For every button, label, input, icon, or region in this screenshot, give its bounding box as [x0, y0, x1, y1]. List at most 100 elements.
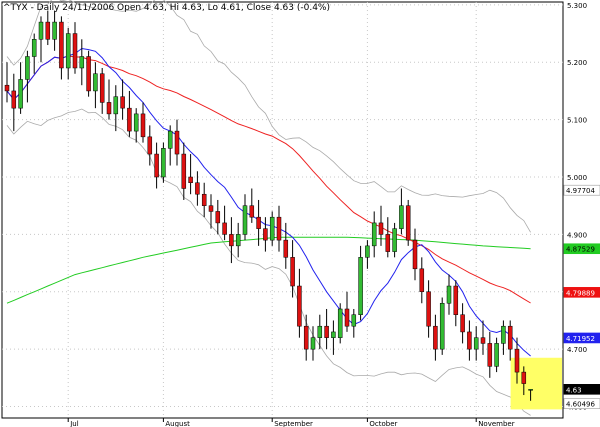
price-badge-label: 4.97704 [566, 187, 595, 195]
candle-body [399, 205, 404, 229]
candle-body [167, 130, 173, 149]
y-tick-label: 4.700 [567, 346, 587, 354]
candle-body [208, 205, 214, 212]
candle-body [113, 96, 119, 115]
y-tick-label: 4.900 [567, 231, 587, 239]
candle-body [161, 148, 166, 178]
candle-body [140, 113, 146, 138]
candle-body [188, 176, 193, 183]
candle-body [433, 325, 438, 350]
candle-body [38, 21, 44, 40]
price-badge [563, 398, 600, 409]
price-badge-label: 4.79889 [566, 289, 595, 297]
candle-body [412, 239, 418, 270]
candle-body [256, 216, 261, 229]
candle-body [235, 234, 241, 247]
month-label: August [165, 420, 190, 427]
moving-averages [6, 47, 531, 357]
candle-body [467, 331, 472, 350]
candle-body [290, 257, 295, 287]
candle-body [528, 389, 533, 391]
candle-body [147, 136, 153, 155]
candle-body [276, 216, 282, 241]
candle-body [222, 222, 227, 235]
candle-body [371, 222, 377, 247]
candle-body [133, 113, 139, 132]
date-axis: Jul August September October November [67, 418, 515, 427]
candle-body [25, 56, 30, 80]
month-label: October [369, 420, 397, 427]
candle-body [127, 107, 132, 132]
candle-body [453, 285, 459, 315]
candle-body [487, 343, 493, 367]
candle-body [358, 257, 363, 315]
candle-body [514, 348, 520, 373]
price-badge [563, 184, 600, 196]
ma-mid-line [6, 55, 531, 304]
candle-body [263, 228, 268, 241]
candle-body [269, 216, 275, 241]
candle-body [494, 343, 499, 367]
candle-body [337, 308, 343, 338]
candle-body [365, 245, 370, 258]
price-badge-label: 4.60496 [566, 401, 595, 409]
candle-body [521, 371, 527, 384]
candle-body [297, 285, 302, 327]
candle-body [392, 228, 397, 252]
candle-body [249, 205, 255, 218]
price-badge-label: 4.63 [566, 386, 582, 394]
candle-body [378, 222, 384, 235]
candle-body [195, 182, 200, 195]
candle-body [79, 56, 85, 69]
candle-body [18, 79, 23, 109]
candle-body [385, 234, 391, 252]
candle-body [331, 331, 336, 338]
candle-body [72, 33, 78, 69]
y-tick-label: 5.200 [567, 59, 587, 67]
candle-body [303, 325, 309, 350]
candle-body [174, 130, 180, 155]
candle-body [480, 337, 486, 344]
y-tick-label: 5.300 [567, 2, 587, 10]
y-tick-label: 5.000 [567, 174, 587, 182]
candle-body [460, 314, 465, 333]
candle-body [120, 96, 125, 109]
candle-body [344, 308, 350, 327]
price-badge [563, 384, 600, 395]
candle-body [426, 291, 431, 327]
candle-body [215, 211, 221, 224]
candle-body [405, 205, 411, 241]
lower-band [6, 108, 531, 416]
candle-body [473, 337, 479, 350]
candle-body [154, 153, 159, 178]
candle-body [31, 39, 37, 57]
candle-body [446, 285, 452, 304]
y-tick-label: 5.100 [567, 117, 587, 125]
price-badge [563, 287, 600, 298]
candle-body [11, 90, 17, 109]
candle-body [351, 314, 357, 327]
candle-body [229, 234, 234, 247]
month-label: Jul [69, 420, 79, 427]
candle-body [99, 73, 105, 103]
price-badges: 4.97704 4.87529 4.79889 4.71952 4.63 4.60496 [563, 184, 600, 409]
candle-body [310, 337, 316, 350]
candle-body [65, 33, 71, 69]
candle-body [201, 193, 207, 206]
candle-body [439, 302, 445, 350]
candle-body [45, 21, 51, 40]
candle-body [419, 268, 425, 293]
upper-band [6, 0, 531, 233]
ma-short-line [6, 47, 531, 357]
candle-body [93, 73, 98, 92]
candle-body [317, 325, 323, 338]
candle-body [242, 205, 248, 235]
candle-body [501, 325, 506, 344]
price-badge-label: 4.71952 [566, 335, 595, 343]
candle-body [324, 325, 329, 338]
candle-body [59, 21, 64, 69]
candle-body [52, 21, 57, 40]
candle-body [507, 325, 513, 350]
